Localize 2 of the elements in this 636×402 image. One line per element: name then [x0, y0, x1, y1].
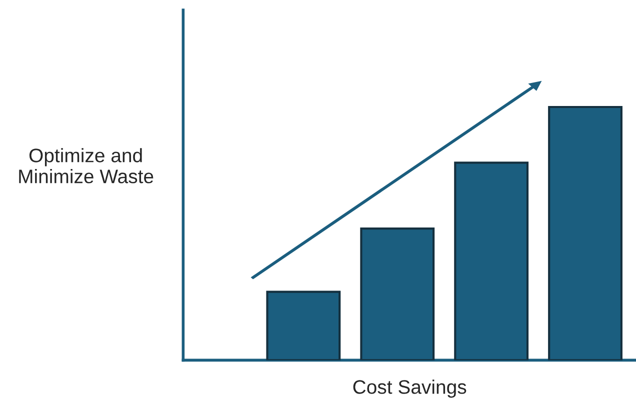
x-axis-title: Cost Savings — [353, 380, 466, 398]
y-axis-title: Optimize and Minimize Waste — [19, 148, 154, 184]
